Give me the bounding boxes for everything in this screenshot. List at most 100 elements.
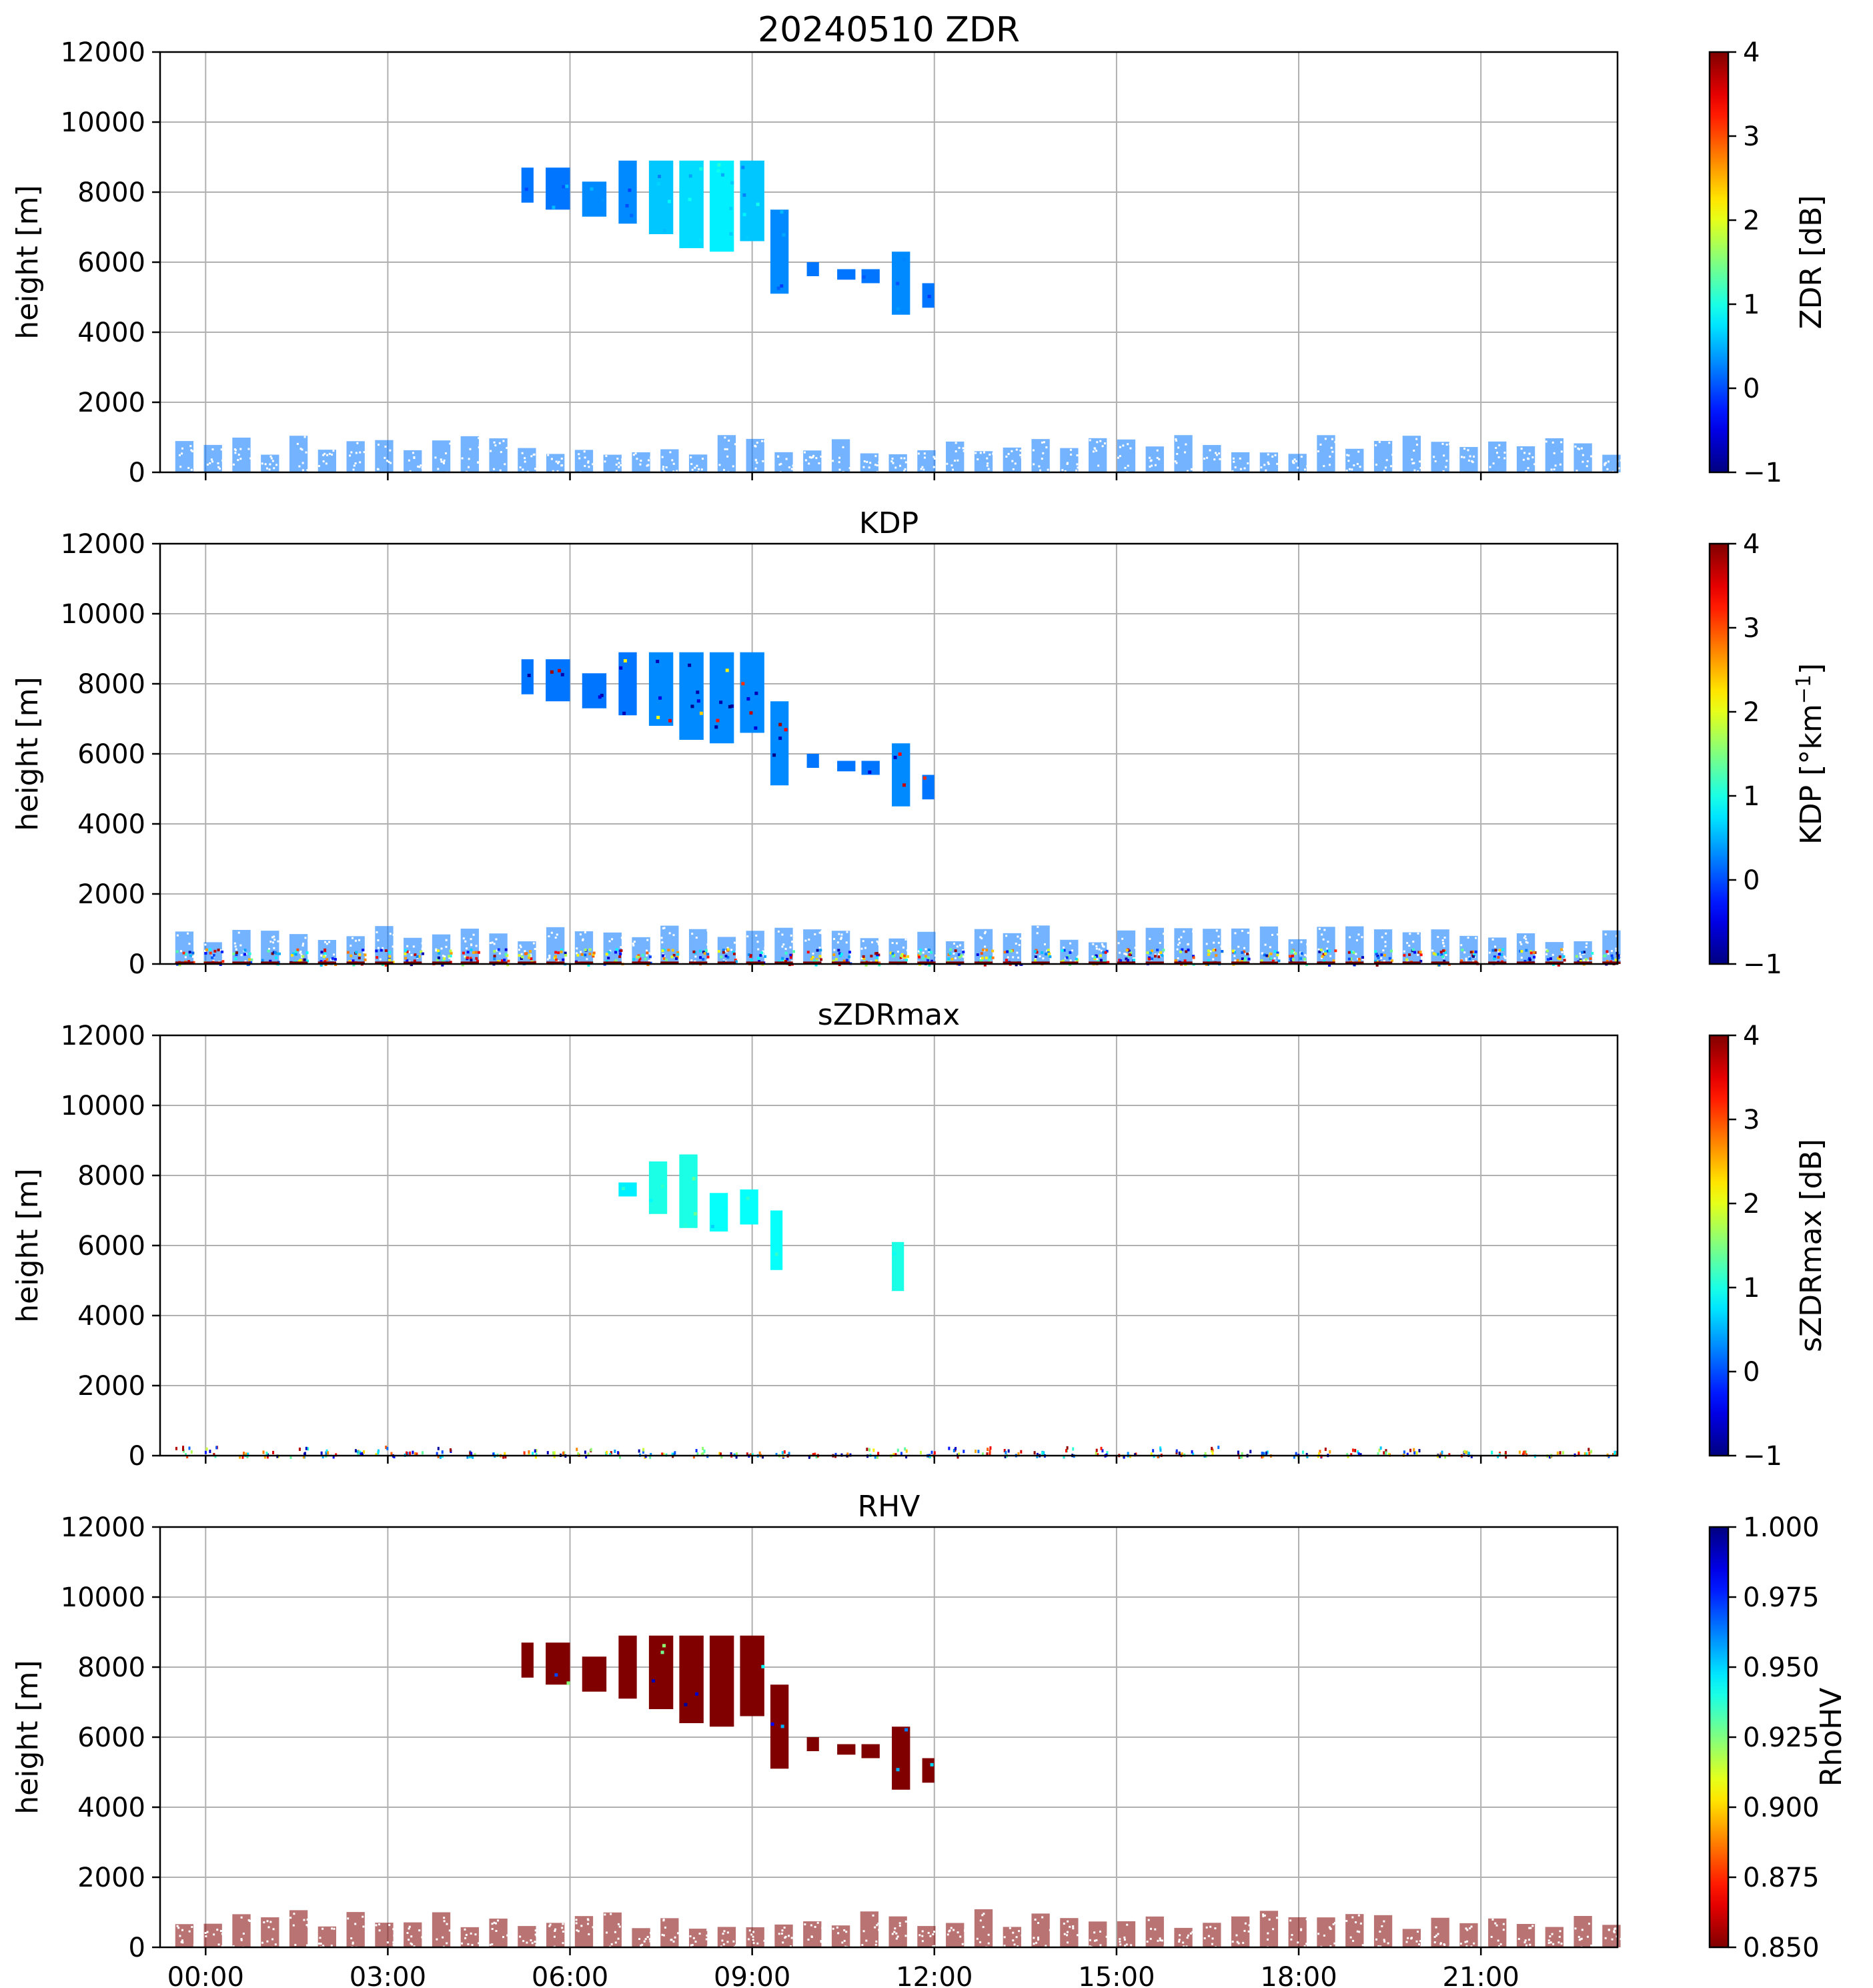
kdp-speck — [1153, 955, 1157, 958]
speckle — [548, 955, 551, 957]
kdp-speck — [441, 963, 444, 967]
boundary-speck — [703, 1449, 706, 1453]
speckle — [1408, 945, 1411, 947]
boundary-speck — [1295, 1452, 1297, 1456]
kdp-speck — [1034, 955, 1037, 959]
speckle — [1607, 953, 1610, 955]
speckle — [413, 1945, 416, 1948]
kdp-speck — [232, 952, 235, 955]
speckle — [1384, 945, 1387, 947]
speckle — [1502, 1923, 1505, 1925]
kdp-speck — [294, 953, 297, 956]
speckle — [1267, 1938, 1269, 1941]
boundary-speck — [1379, 1446, 1382, 1450]
speckle — [576, 952, 578, 955]
y-tick-label: 12000 — [61, 529, 145, 560]
speckle — [840, 933, 843, 936]
boundary-speck — [305, 1446, 307, 1450]
kdp-speck — [209, 951, 212, 955]
speckle — [1604, 462, 1606, 465]
speckle — [1042, 452, 1045, 454]
speckle — [584, 931, 586, 934]
speckle — [1405, 1941, 1408, 1943]
kdp-speck — [786, 957, 789, 961]
boundary-speck — [948, 1446, 951, 1450]
speckle — [840, 937, 842, 940]
speckle — [218, 467, 221, 470]
speckle — [1353, 464, 1355, 467]
speckle — [1017, 1945, 1019, 1948]
speckle — [1385, 466, 1387, 469]
speckle — [1435, 1926, 1437, 1929]
speckle — [1190, 468, 1193, 470]
boundary-speck — [1175, 1449, 1178, 1453]
colorbar-tick-label: 0.850 — [1743, 1933, 1820, 1963]
kdp-ground-band — [1089, 961, 1107, 964]
feature-texture — [684, 1223, 688, 1227]
kdp-speck — [493, 950, 496, 953]
speckle — [1375, 444, 1377, 446]
boundary-speck — [1305, 1452, 1308, 1456]
boundary-layer-column — [1373, 440, 1393, 472]
feature-texture — [742, 193, 746, 197]
speckle — [1178, 1939, 1181, 1941]
y-tick-label: 0 — [129, 949, 145, 980]
speckle — [1175, 439, 1177, 442]
boundary-speck — [1556, 1451, 1559, 1455]
speckle — [979, 452, 982, 454]
boundary-speck — [1505, 1455, 1507, 1459]
speckle — [1503, 955, 1505, 958]
precip-feature — [546, 659, 570, 702]
speckle — [1547, 1939, 1550, 1942]
boundary-speck — [1444, 1455, 1447, 1459]
speckle — [981, 937, 983, 940]
speckle — [1119, 951, 1121, 954]
boundary-speck — [1211, 1452, 1214, 1456]
speckle — [1330, 446, 1333, 449]
speckle — [263, 1921, 265, 1924]
kdp-speck — [388, 958, 392, 961]
speckle — [1522, 458, 1525, 461]
speckle — [1448, 443, 1451, 446]
kdp-speck — [1419, 951, 1422, 954]
speckle — [647, 464, 650, 466]
kdp-speck — [906, 955, 910, 958]
speckle — [406, 945, 409, 947]
boundary-speck — [205, 1447, 208, 1451]
speckle — [221, 1933, 223, 1935]
speckle — [975, 452, 977, 454]
speckle — [1184, 451, 1187, 454]
speckle — [330, 1944, 333, 1947]
speckle — [444, 452, 447, 455]
speckle — [1545, 440, 1547, 443]
speckle — [1577, 447, 1580, 450]
speckle — [1465, 1940, 1468, 1943]
speckle — [845, 1931, 848, 1933]
speckle — [604, 460, 606, 463]
kdp-speck — [1269, 957, 1273, 960]
speckle — [1177, 957, 1179, 959]
speckle — [1017, 935, 1019, 938]
kdp-speck — [619, 952, 622, 955]
speckle — [735, 950, 738, 953]
kdp-speck — [862, 955, 865, 958]
speckle — [557, 960, 560, 963]
y-axis-label: height [m] — [11, 185, 45, 339]
kdp-speck — [919, 949, 922, 952]
kdp-speck — [781, 957, 784, 960]
speckle — [921, 1940, 924, 1943]
speckle — [556, 470, 559, 472]
speckle — [1033, 1937, 1035, 1939]
speckle — [1306, 465, 1309, 468]
speckle — [1413, 469, 1416, 472]
feature-texture — [770, 1722, 774, 1726]
speckle — [467, 466, 470, 468]
kdp-speck — [899, 956, 902, 959]
speckle — [1472, 960, 1475, 963]
speckle — [632, 942, 634, 945]
feature-texture — [749, 711, 753, 715]
speckle — [646, 464, 648, 467]
boundary-speck — [696, 1452, 699, 1456]
kdp-speck — [1271, 959, 1275, 963]
speckle — [650, 456, 652, 459]
